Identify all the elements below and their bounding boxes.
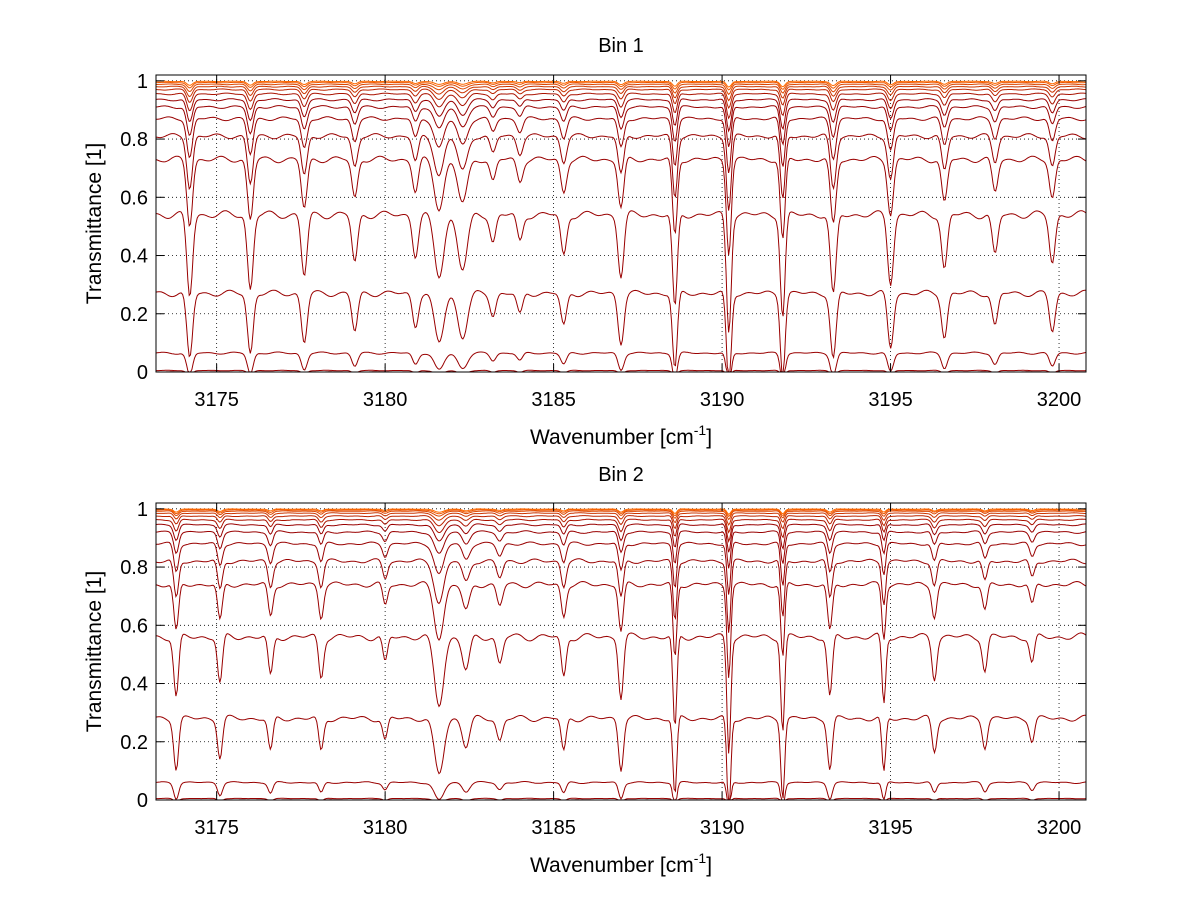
y-tick-label: 0.6 xyxy=(120,615,148,637)
axes-frame xyxy=(155,74,1087,373)
series-line xyxy=(156,98,1086,133)
chart-title: Bin 1 xyxy=(598,35,644,57)
axes-frame xyxy=(155,502,1087,801)
x-axis-label-tail: ] xyxy=(706,426,712,449)
x-tick-label: 3175 xyxy=(194,817,239,839)
series-line xyxy=(156,797,1086,800)
series-line xyxy=(156,289,1086,372)
y-tick-label: 1 xyxy=(137,499,148,521)
series-group xyxy=(156,508,1086,800)
y-tick-label: 0.2 xyxy=(120,732,148,754)
y-axis-label: Transmittance [1] xyxy=(83,143,106,304)
series-line xyxy=(156,509,1086,518)
x-tick-label: 3195 xyxy=(868,817,913,839)
x-tick-label: 3195 xyxy=(868,389,913,411)
series-line xyxy=(156,523,1086,553)
x-axis-label-main: Wavenumber [cm xyxy=(530,854,694,877)
series-line xyxy=(156,558,1086,633)
x-axis-label: Wavenumber [cm-1] xyxy=(530,422,712,449)
series-line xyxy=(156,155,1086,256)
x-axis-label-tail: ] xyxy=(706,854,712,877)
x-axis-label-main: Wavenumber [cm xyxy=(530,426,694,449)
y-tick-label: 0 xyxy=(137,362,148,384)
series-line xyxy=(156,510,1086,521)
x-axis-label-sup: -1 xyxy=(694,422,707,438)
x-tick-label: 3180 xyxy=(363,389,408,411)
x-tick-label: 3175 xyxy=(194,389,239,411)
series-line xyxy=(156,580,1086,678)
y-tick-label: 0 xyxy=(137,790,148,812)
series-line xyxy=(156,515,1086,534)
series-line xyxy=(156,80,1086,88)
y-tick-label: 0.4 xyxy=(120,246,148,268)
series-line xyxy=(156,81,1086,91)
series-line xyxy=(156,85,1086,102)
series-line xyxy=(156,512,1086,526)
series-line xyxy=(156,105,1086,147)
chart-panel-bin-2: 3175 3180 3185 3190 3195 3200 0 0.2 0.4 0.6 0.8 1 Bi… xyxy=(83,464,1087,877)
chart-panel-bin-1: 3175 3180 3185 3190 3195 3200 0 0.2 0.4 0.6 0.8 1 Bi… xyxy=(83,35,1087,449)
x-tick-label: 3200 xyxy=(1037,817,1082,839)
y-tick-label: 1 xyxy=(137,71,148,93)
x-axis-label: Wavenumber [cm-1] xyxy=(530,850,712,877)
series-line xyxy=(156,83,1086,96)
series-group xyxy=(156,80,1086,372)
y-tick-label: 0.8 xyxy=(120,129,148,151)
y-tick-label: 0.6 xyxy=(120,187,148,209)
series-line xyxy=(156,369,1086,372)
series-line xyxy=(156,518,1086,543)
x-tick-label: 3190 xyxy=(700,389,745,411)
y-tick-label: 0.4 xyxy=(120,674,148,696)
series-line xyxy=(156,632,1086,754)
series-line xyxy=(156,530,1086,569)
x-tick-label: 3185 xyxy=(531,817,576,839)
y-axis-label: Transmittance [1] xyxy=(83,571,106,732)
series-line xyxy=(156,780,1086,800)
x-axis-label-sup: -1 xyxy=(694,850,707,866)
x-tick-label: 3185 xyxy=(531,389,576,411)
series-line xyxy=(156,133,1086,211)
series-line xyxy=(156,210,1086,333)
series-line xyxy=(156,92,1086,120)
x-tick-label: 3200 xyxy=(1037,389,1082,411)
chart-title: Bin 2 xyxy=(598,464,644,486)
y-tick-label: 0.8 xyxy=(120,557,148,579)
series-line xyxy=(156,351,1086,372)
x-tick-label: 3180 xyxy=(363,817,408,839)
series-line xyxy=(156,116,1086,174)
series-line xyxy=(156,541,1086,595)
x-tick-label: 3190 xyxy=(700,817,745,839)
series-line xyxy=(156,508,1086,515)
series-line xyxy=(156,714,1086,800)
y-tick-label: 0.2 xyxy=(120,304,148,326)
series-line xyxy=(156,88,1086,110)
